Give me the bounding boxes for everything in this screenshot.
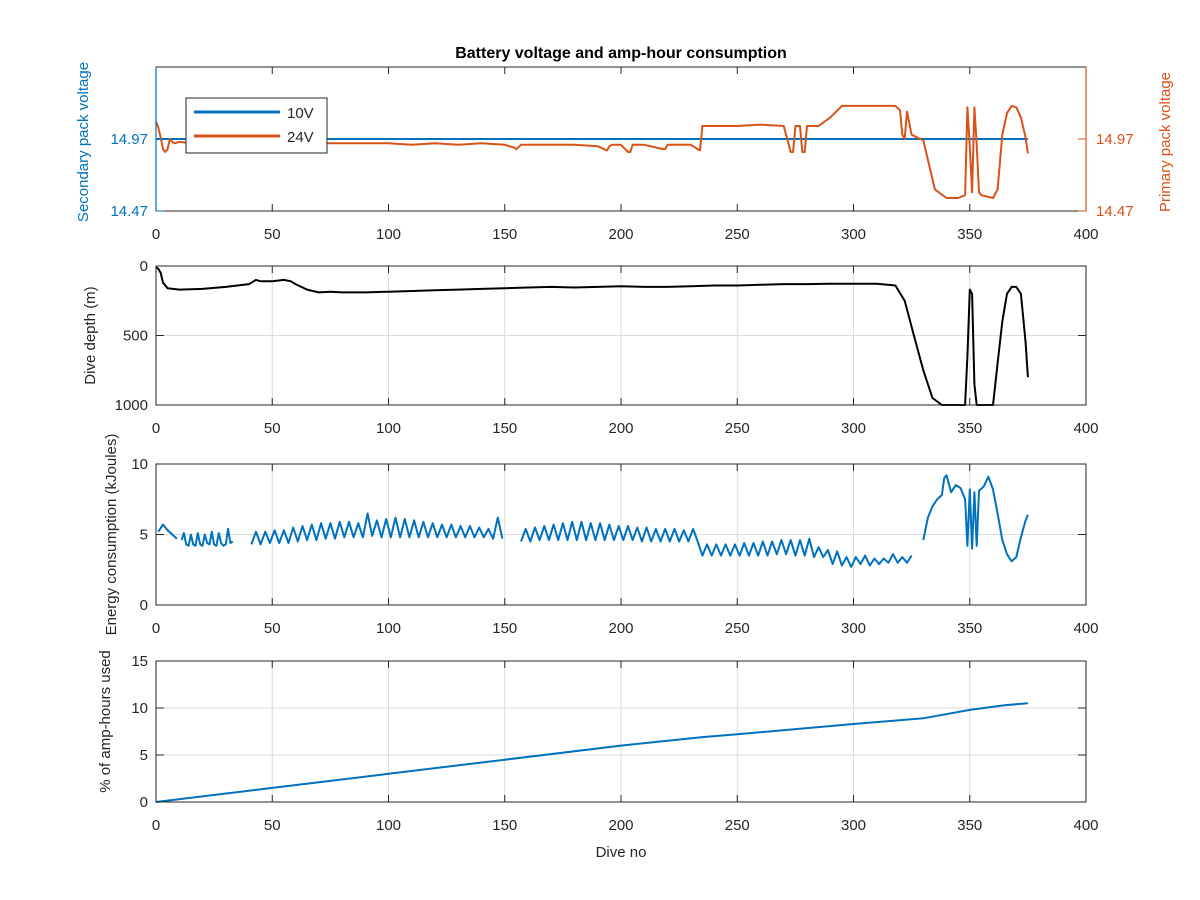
- chart-panel-2: 0 50 100 150 200 250 300 350 400 0 500 1000 Dive dep…: [82, 258, 1099, 437]
- x-tick-label: 100: [376, 817, 401, 834]
- y-tick-label: 0: [140, 258, 148, 275]
- x-tick-label: 300: [841, 226, 866, 243]
- series-line-1: [155, 702, 1028, 803]
- x-axis-label: Dive no: [596, 844, 647, 861]
- x-tick-label: 50: [264, 226, 281, 243]
- x-tick-label: 0: [152, 817, 160, 834]
- x-tick-label: 150: [492, 620, 517, 637]
- y-tick-label: 15: [131, 653, 148, 670]
- series-group: [157, 474, 1029, 568]
- series-line-segment-5: [922, 474, 1029, 563]
- x-tick-label: 200: [608, 620, 633, 637]
- y-tick-label: 0: [140, 794, 148, 811]
- x-axis: 0 50 100 150 200 250 300 350 400: [152, 464, 1099, 637]
- x-tick-label: 0: [152, 620, 160, 637]
- x-tick-label: 300: [841, 420, 866, 437]
- y-tick-label: 5: [140, 747, 148, 764]
- x-tick-label: 400: [1073, 817, 1098, 834]
- y-axis: 0 5 10 15: [131, 653, 1086, 811]
- x-tick-label: 250: [725, 226, 750, 243]
- y-axis-label: % of amp-hours used: [97, 650, 114, 793]
- x-axis: 0 50 100 150 200 250 300 350 400: [152, 67, 1099, 243]
- x-tick-label: 100: [376, 420, 401, 437]
- series-line-1: [155, 266, 1029, 406]
- chart-title: Battery voltage and amp-hour consumption: [455, 45, 787, 62]
- y-tick-label: 14.47: [1096, 203, 1134, 220]
- y-tick-label: 1000: [115, 397, 148, 414]
- y-axis-label: Energy consumption (kJoules): [103, 434, 120, 636]
- grid-lines: [156, 266, 1086, 405]
- grid-lines: [156, 661, 1086, 802]
- x-tick-label: 200: [608, 226, 633, 243]
- y-tick-label: 5: [140, 527, 148, 544]
- y-axis-right: 14.47 14.97: [1078, 131, 1134, 220]
- y-axis: 0 5 10: [131, 456, 1086, 614]
- x-tick-label: 50: [264, 620, 281, 637]
- chart-panel-3: 0 50 100 150 200 250 300 350 400 0 5 10 Energy consu…: [103, 434, 1099, 637]
- x-tick-label: 50: [264, 817, 281, 834]
- y-axis: 0 500 1000: [115, 258, 1086, 414]
- series-line-segment-3: [250, 512, 504, 546]
- y-axis-label-left: Secondary pack voltage: [75, 62, 92, 222]
- series-group: [155, 266, 1029, 406]
- chart-panel-4: 0 50 100 150 200 250 300 350 400 0 5 10 15 % of amp-h…: [97, 650, 1099, 861]
- legend-label-10v: 10V: [287, 105, 314, 122]
- x-tick-label: 400: [1073, 226, 1098, 243]
- x-tick-label: 350: [957, 420, 982, 437]
- y-tick-label: 14.97: [110, 131, 148, 148]
- x-tick-label: 300: [841, 817, 866, 834]
- series-line-segment-1: [157, 523, 178, 540]
- x-tick-label: 150: [492, 420, 517, 437]
- x-tick-label: 300: [841, 620, 866, 637]
- chart-panel-1: 0 50 100 150 200 250 300 350 40014.4714.9714.471…: [75, 45, 1174, 243]
- x-tick-label: 250: [725, 620, 750, 637]
- series-group: [155, 702, 1028, 803]
- legend-label-24v: 24V: [287, 129, 314, 146]
- legend-box: [185, 97, 328, 154]
- y-axis-left: 14.47 14.97: [110, 131, 164, 220]
- y-tick-label: 10: [131, 700, 148, 717]
- x-tick-label: 50: [264, 420, 281, 437]
- x-tick-label: 250: [725, 817, 750, 834]
- x-axis: 0 50 100 150 200 250 300 350 400: [152, 661, 1099, 834]
- y-tick-label: 0: [140, 597, 148, 614]
- x-tick-label: 0: [152, 420, 160, 437]
- y-tick-label: 14.47: [110, 203, 148, 220]
- x-tick-label: 200: [608, 817, 633, 834]
- x-axis: 0 50 100 150 200 250 300 350 400: [152, 266, 1099, 437]
- y-axis-label: Dive depth (m): [82, 286, 99, 384]
- x-tick-label: 150: [492, 226, 517, 243]
- y-tick-label: 10: [131, 456, 148, 473]
- x-tick-label: 100: [376, 226, 401, 243]
- series-line-segment-2: [180, 527, 234, 547]
- x-tick-label: 250: [725, 420, 750, 437]
- x-tick-label: 150: [492, 817, 517, 834]
- x-tick-label: 0: [152, 226, 160, 243]
- x-tick-label: 350: [957, 817, 982, 834]
- x-tick-label: 400: [1073, 420, 1098, 437]
- y-axis-label-right: Primary pack voltage: [1157, 72, 1174, 212]
- y-tick-label: 500: [123, 328, 148, 345]
- y-tick-label: 14.97: [1096, 131, 1134, 148]
- x-tick-label: 200: [608, 420, 633, 437]
- x-tick-label: 400: [1073, 620, 1098, 637]
- x-tick-label: 100: [376, 620, 401, 637]
- x-tick-label: 350: [957, 226, 982, 243]
- series-line-segment-4: [520, 520, 913, 568]
- x-tick-label: 350: [957, 620, 982, 637]
